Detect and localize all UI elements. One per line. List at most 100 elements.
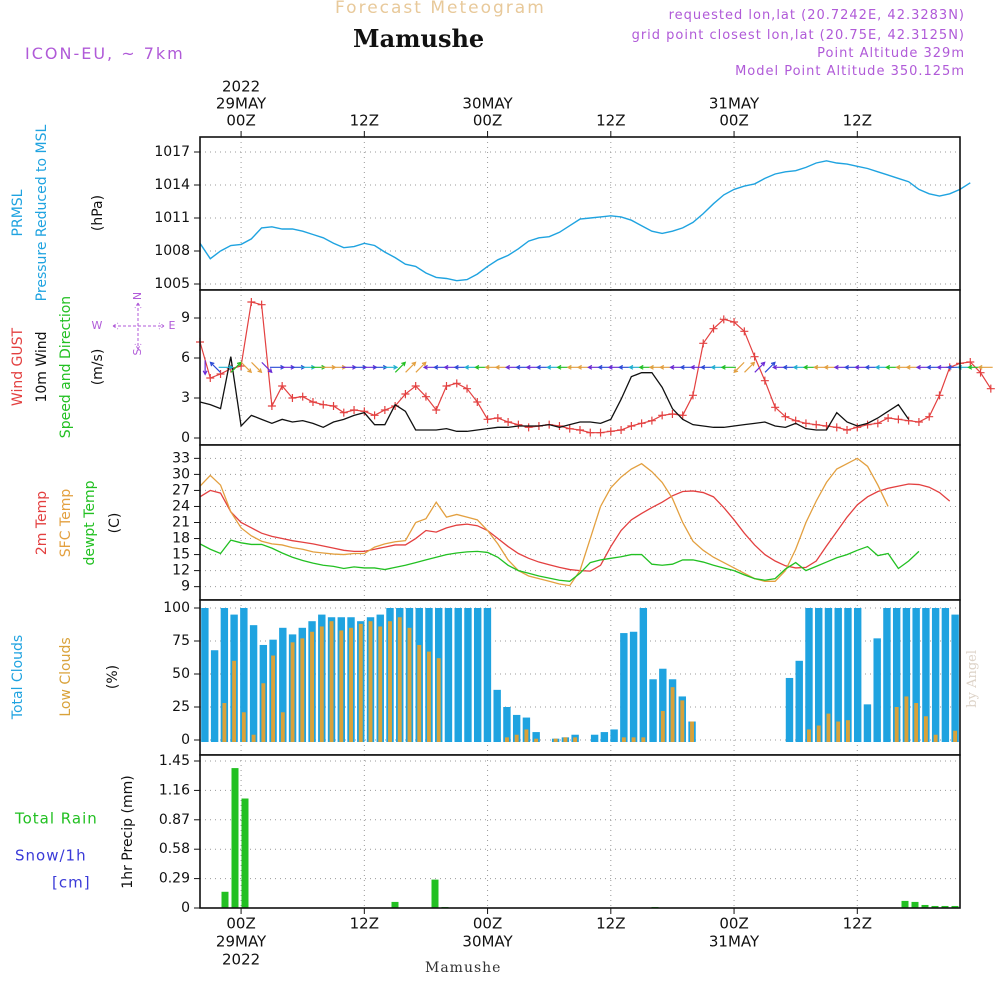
total-cloud-bar [785, 677, 794, 742]
y-tick-label: 0.87 [159, 812, 190, 828]
low-cloud-bar [816, 725, 821, 742]
y-tick-label: 3 [181, 390, 190, 406]
panel-precip: 0 0.29 0.58 0.87 1.16 1.45 [159, 753, 961, 916]
gust-marker [421, 392, 430, 401]
date-label-bottom: 31MAY [709, 933, 760, 951]
low-cloud-bar [310, 631, 314, 742]
panel-label: (m/s) [90, 349, 106, 386]
low-cloud-bar [563, 737, 568, 742]
total-cloud-bar [853, 608, 862, 742]
total-cloud-bar [503, 707, 511, 742]
low-cloud-bar [641, 737, 646, 742]
y-tick-label: 21 [172, 515, 190, 531]
compass-e: E [169, 319, 176, 332]
gust-marker [216, 370, 225, 378]
y-tick-label: 1011 [154, 210, 190, 226]
low-cloud-bar [329, 621, 334, 742]
wind-direction-arrow [733, 361, 745, 374]
pressure-line [199, 160, 971, 282]
low-cloud-bar [953, 730, 958, 742]
gust-marker [709, 324, 718, 333]
gust-marker [914, 418, 923, 426]
wind-direction-arrow [754, 361, 766, 373]
y-tick-label: 9 [181, 310, 190, 326]
gust-marker [760, 376, 769, 385]
date-label-top: 30MAY [462, 95, 513, 113]
total-cloud-bar [610, 729, 618, 742]
x-tick-label-top: 12Z [596, 112, 625, 130]
gust-marker [576, 426, 584, 434]
model-altitude: Model Point Altitude 350.125m [735, 64, 965, 79]
panel-label: SFC Temp [58, 489, 74, 558]
gust-marker [750, 352, 759, 361]
model-name: ICON-EU, ~ 7km [25, 44, 185, 63]
wind-direction-arrow [744, 361, 756, 373]
gust-marker [473, 398, 482, 406]
x-tick-label-bottom: 12Z [596, 915, 625, 933]
gust-marker [463, 384, 472, 393]
panel-background [200, 755, 960, 908]
gust-marker [637, 419, 646, 428]
panel-label: (hPa) [90, 195, 106, 231]
precip-bar [431, 879, 439, 908]
temp-line-2m-temp [199, 483, 951, 572]
total-cloud-bar [473, 608, 482, 742]
total-cloud-bar [659, 668, 667, 742]
y-tick-label: 0.58 [159, 841, 190, 857]
total-cloud-bar [815, 608, 823, 742]
gust-marker [884, 414, 893, 422]
location-title: Mamushe [353, 24, 485, 53]
panel-label: PRMSL [10, 189, 26, 236]
total-cloud-bar [532, 732, 540, 742]
gust-marker [966, 358, 975, 366]
y-tick-label: 1.45 [159, 753, 190, 769]
x-tick-label-top: 00Z [719, 112, 748, 130]
y-tick-label: 1005 [154, 276, 190, 292]
panel-background [200, 600, 960, 755]
total-cloud-bar [805, 608, 813, 742]
low-cloud-bar [846, 720, 850, 742]
gust-marker [206, 374, 215, 382]
low-cloud-bar [923, 716, 928, 742]
year-label-top: 2022 [222, 78, 260, 96]
precip-bar [241, 798, 249, 908]
low-cloud-bar [670, 687, 675, 742]
wind-direction-arrow [977, 364, 993, 370]
low-cloud-bar [904, 696, 909, 742]
y-tick-label: 15 [172, 547, 190, 563]
gust-marker [730, 318, 739, 326]
gust-marker [452, 379, 461, 388]
low-cloud-bar [378, 626, 383, 742]
panel-label: Pressure Reduced to MSL [34, 124, 50, 301]
x-tick-label-bottom: 12Z [350, 915, 379, 933]
compass-rose: N S W E [92, 292, 176, 356]
low-cloud-bar [573, 737, 578, 742]
low-cloud-bar [232, 660, 237, 742]
gust-marker [678, 411, 687, 420]
total-cloud-bar [620, 633, 628, 742]
gust-marker [370, 411, 379, 420]
wind-direction-arrow [240, 361, 253, 374]
total-cloud-bar [649, 679, 657, 742]
y-tick-label: 1017 [154, 144, 190, 160]
y-tick-label: 9 [181, 579, 190, 595]
gust-marker [298, 392, 307, 401]
panel-label: 10m Wind [34, 331, 50, 402]
panel-label: (%) [105, 665, 121, 689]
gust-marker [504, 418, 513, 426]
low-cloud-bar [504, 737, 509, 742]
total-cloud-bar [863, 704, 872, 742]
gust-marker [812, 420, 821, 429]
precip-bar [941, 905, 949, 908]
y-tick-label: 30 [172, 466, 190, 482]
low-cloud-bar [349, 627, 353, 742]
snow-unit-label: [cm] [52, 874, 91, 892]
total-cloud-bar [834, 608, 842, 742]
gust-marker [894, 415, 903, 424]
total-cloud-bar [454, 608, 462, 742]
low-cloud-bar [621, 737, 626, 742]
gust-marker [329, 402, 338, 410]
wind-direction-arrow [415, 361, 427, 373]
